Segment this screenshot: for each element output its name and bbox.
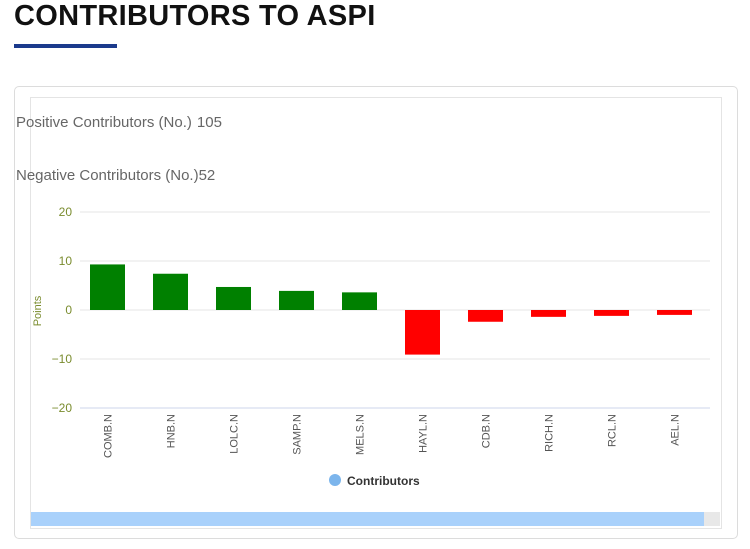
bar-rich-n[interactable] (531, 310, 566, 317)
x-tick-label-6: CDB.N (481, 414, 493, 448)
y-tick-label-0: 20 (59, 205, 73, 219)
x-tick-label-5: HAYL.N (418, 414, 430, 453)
x-tick-label-8: RCL.N (607, 414, 619, 447)
title-underline (14, 44, 117, 48)
y-tick-label-1: 10 (59, 254, 73, 268)
negative-contributors-value: 52 (198, 167, 216, 184)
horizontal-scrollbar[interactable] (31, 512, 704, 526)
bar-hnb-n[interactable] (153, 273, 188, 310)
bar-mels-n[interactable] (342, 292, 377, 310)
scrollbar-track-end[interactable] (704, 512, 720, 526)
bar-lolc-n[interactable] (216, 286, 251, 310)
page-title: CONTRIBUTORS TO ASPI (14, 0, 376, 32)
bar-cdb-n[interactable] (468, 310, 503, 322)
x-tick-label-7: RICH.N (544, 414, 556, 452)
x-tick-label-3: SAMP.N (292, 414, 304, 455)
x-tick-label-4: MELS.N (355, 414, 367, 455)
y-tick-label-4: −20 (52, 401, 73, 415)
y-tick-label-3: −10 (52, 352, 73, 366)
x-tick-label-9: AEL.N (670, 414, 682, 446)
bar-samp-n[interactable] (279, 290, 314, 310)
positive-contributors-label: Positive Contributors (No.) (16, 114, 192, 131)
negative-contributors: Negative Contributors (No.)52 (16, 167, 215, 184)
bar-rcl-n[interactable] (594, 310, 629, 316)
legend-label[interactable]: Contributors (347, 474, 420, 488)
bar-ael-n[interactable] (657, 310, 692, 315)
x-tick-label-2: LOLC.N (229, 414, 241, 454)
y-axis-title: Points (32, 295, 44, 326)
x-tick-label-0: COMB.N (103, 414, 115, 458)
legend-marker[interactable] (329, 474, 341, 486)
y-tick-label-2: 0 (65, 303, 72, 317)
bar-comb-n[interactable] (90, 264, 125, 310)
positive-contributors-value: 105 (196, 114, 222, 131)
positive-contributors: Positive Contributors (No.) 105 (16, 114, 222, 131)
x-tick-label-1: HNB.N (166, 414, 178, 448)
bar-hayl-n[interactable] (405, 310, 440, 355)
chart-panel (30, 97, 722, 529)
negative-contributors-label: Negative Contributors (No.) (16, 167, 199, 184)
